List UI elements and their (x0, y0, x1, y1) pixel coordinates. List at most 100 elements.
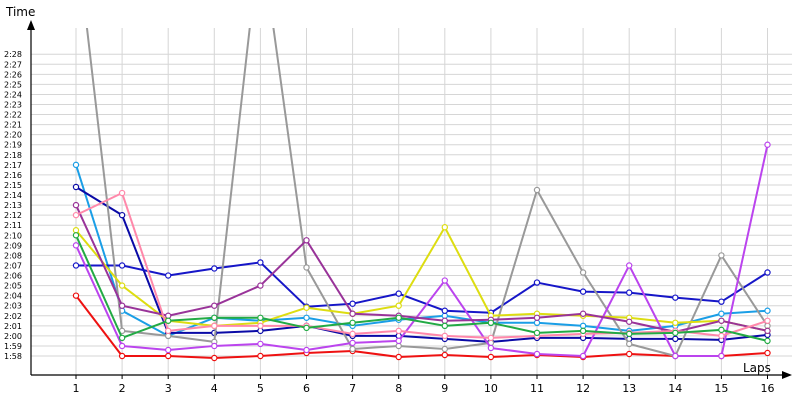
data-point (579, 288, 587, 295)
x-tick-label: 9 (441, 382, 448, 395)
data-point (118, 262, 126, 269)
data-point (672, 319, 679, 327)
data-point (395, 314, 402, 321)
series-line (85, 28, 769, 357)
data-point (579, 310, 587, 317)
y-tick-label: 2:00 (4, 332, 22, 341)
data-point (118, 189, 126, 197)
data-point (395, 337, 402, 345)
y-tick-label: 2:22 (4, 111, 22, 120)
y-tick-label: 2:01 (4, 322, 22, 331)
data-point (718, 326, 725, 334)
data-point (72, 201, 80, 209)
data-point (118, 342, 126, 350)
data-point (164, 317, 172, 324)
series-7 (72, 141, 771, 360)
data-point (257, 314, 264, 321)
data-point (764, 317, 771, 324)
y-tick-label: 2:23 (4, 101, 22, 110)
data-point (72, 227, 80, 234)
y-tick-label: 2:10 (4, 231, 22, 240)
y-tick-label: 2:07 (4, 261, 22, 270)
data-point (164, 327, 172, 335)
y-axis-arrow (27, 20, 35, 30)
data-point (72, 183, 80, 191)
data-point (303, 314, 310, 321)
data-point (672, 329, 679, 337)
data-point (72, 292, 80, 299)
data-point (349, 345, 356, 353)
y-tick-label: 2:20 (4, 131, 22, 140)
data-point (349, 310, 356, 317)
data-point (441, 351, 448, 359)
y-tick-label: 2:02 (4, 312, 22, 321)
y-tick-labels: 1:581:592:002:012:022:032:042:052:06 2:07… (4, 50, 22, 361)
series-line (75, 234, 768, 342)
data-point (349, 339, 356, 347)
data-point (718, 252, 725, 259)
data-point (764, 141, 771, 148)
plot-area (72, 28, 771, 362)
data-point (718, 352, 725, 360)
y-tick-label: 1:58 (4, 352, 22, 361)
data-point (395, 353, 402, 361)
data-point (303, 324, 310, 332)
x-tick-label: 12 (576, 382, 590, 395)
data-point (764, 322, 771, 330)
data-point (533, 314, 541, 321)
series-line (75, 295, 768, 360)
data-point (349, 319, 356, 327)
data-point (303, 304, 310, 311)
data-point (718, 317, 725, 324)
series-line (76, 261, 769, 314)
data-point (118, 352, 126, 360)
x-tick-label: 10 (484, 382, 498, 395)
data-point (395, 302, 402, 309)
data-point (441, 307, 448, 314)
data-point (579, 322, 587, 330)
data-point (764, 269, 771, 276)
data-point (395, 327, 402, 335)
data-point (487, 344, 495, 352)
y-tick-label: 2:04 (4, 292, 22, 301)
x-tick-label: 7 (349, 382, 356, 395)
data-point (118, 282, 126, 289)
data-point (303, 346, 310, 354)
series-10 (72, 232, 771, 345)
x-tick-label: 16 (761, 382, 775, 395)
y-tick-label: 2:28 (4, 50, 22, 59)
data-point (672, 335, 679, 343)
x-tick-label: 14 (668, 382, 682, 395)
x-tick-label: 4 (211, 382, 218, 395)
data-point (164, 352, 172, 360)
data-point (257, 327, 264, 335)
y-tick-label: 2:11 (4, 221, 22, 230)
x-tick-label: 15 (714, 382, 728, 395)
y-tick-label: 2:06 (4, 272, 22, 281)
data-point (579, 269, 587, 276)
series-line (75, 144, 769, 357)
x-tick-label: 1 (73, 382, 80, 395)
data-point (764, 307, 771, 314)
data-point (257, 322, 264, 330)
data-point (257, 282, 264, 289)
data-point (672, 352, 679, 360)
data-point (764, 327, 771, 335)
data-point (349, 330, 356, 338)
series-line (75, 204, 768, 333)
y-tick-label: 2:05 (4, 282, 22, 291)
y-tick-label: 2:13 (4, 201, 22, 210)
data-point (626, 330, 633, 338)
data-point (257, 352, 264, 360)
data-point (626, 318, 633, 325)
data-point (303, 264, 310, 271)
data-point (257, 340, 264, 348)
x-axis-arrow (782, 371, 792, 379)
data-point (718, 332, 725, 340)
data-point (349, 300, 356, 307)
data-point (211, 342, 218, 350)
x-tick-label: 13 (622, 382, 636, 395)
data-point (441, 224, 448, 231)
data-point (211, 265, 218, 272)
y-tick-label: 2:16 (4, 171, 22, 180)
